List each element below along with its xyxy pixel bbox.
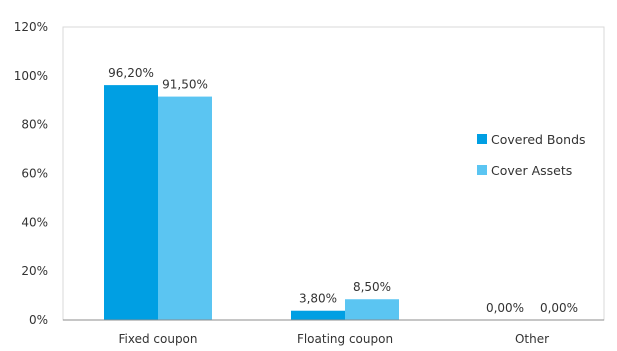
- data-label: 96,20%: [108, 66, 154, 80]
- bar-cover-assets: [158, 96, 212, 321]
- data-label: 0,00%: [540, 301, 578, 315]
- y-tick-label: 120%: [14, 20, 48, 34]
- x-category-label: Other: [515, 332, 549, 346]
- y-tick-label: 40%: [21, 215, 48, 229]
- data-label: 8,50%: [353, 280, 391, 294]
- data-label: 0,00%: [486, 301, 524, 315]
- legend-swatch: [477, 134, 487, 144]
- y-tick-label: 80%: [21, 118, 48, 132]
- bar-covered-bonds: [104, 85, 158, 320]
- x-category-label: Floating coupon: [297, 332, 393, 346]
- bar-cover-assets: [345, 299, 399, 320]
- bar-covered-bonds: [291, 310, 345, 320]
- x-category-label: Fixed coupon: [118, 332, 197, 346]
- data-label: 3,80%: [299, 292, 337, 306]
- y-tick-label: 100%: [14, 69, 48, 83]
- legend-swatch: [477, 165, 487, 175]
- legend-label: Cover Assets: [491, 163, 572, 178]
- y-tick-label: 0%: [29, 313, 48, 327]
- y-tick-label: 60%: [21, 167, 48, 181]
- y-tick-label: 20%: [21, 264, 48, 278]
- legend-label: Covered Bonds: [491, 132, 586, 147]
- data-label: 91,50%: [162, 78, 208, 92]
